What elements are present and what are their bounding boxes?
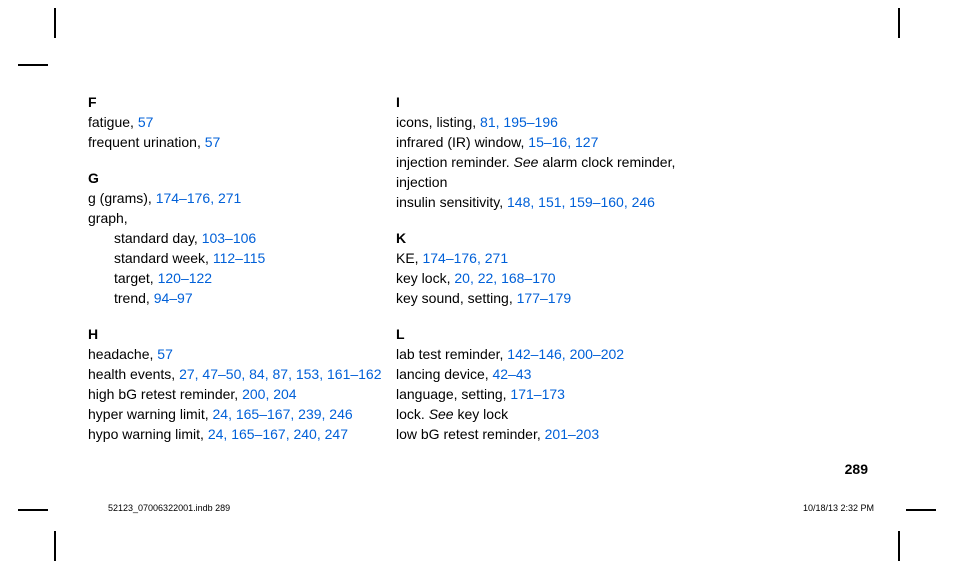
crop-mark xyxy=(898,531,900,561)
crop-mark xyxy=(898,8,900,38)
crop-mark xyxy=(54,8,56,38)
footer-timestamp: 10/18/13 2:32 PM xyxy=(803,503,874,513)
crop-mark xyxy=(18,64,48,66)
page-frame: 289 52123_07006322001.indb 289 10/18/13 … xyxy=(88,92,894,527)
page-number: 289 xyxy=(845,461,868,477)
crop-mark xyxy=(906,509,936,511)
crop-mark xyxy=(18,509,48,511)
crop-mark xyxy=(54,531,56,561)
footer-filename: 52123_07006322001.indb 289 xyxy=(108,503,230,513)
